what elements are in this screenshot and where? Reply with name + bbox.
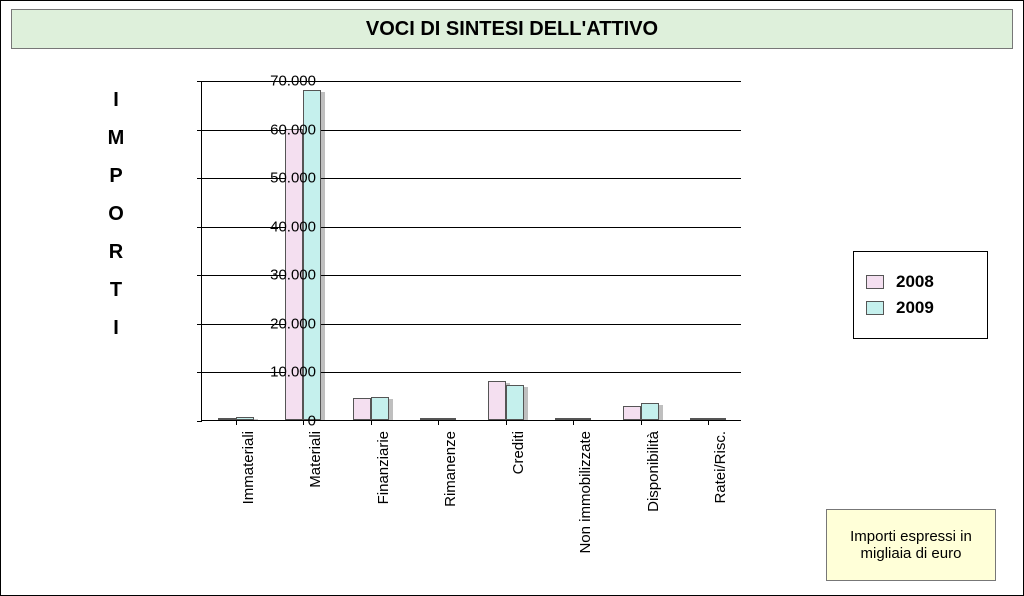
x-category-label: Ratei/Risc. xyxy=(712,431,729,504)
x-tick-mark xyxy=(371,420,372,425)
footnote-text: Importi espressi in migliaia di euro xyxy=(831,528,991,562)
y-tick-label: 30.000 xyxy=(246,267,316,284)
y-axis-title-letter: O xyxy=(106,195,126,233)
y-axis-title-letter: I xyxy=(106,309,126,347)
legend-label: 2009 xyxy=(896,298,934,318)
footnote-box: Importi espressi in migliaia di euro xyxy=(826,509,996,581)
bar xyxy=(218,418,236,420)
y-tick-label: 70.000 xyxy=(246,73,316,90)
x-category-label: Finanziarie xyxy=(375,431,392,504)
x-tick-mark xyxy=(708,420,709,425)
bar-shadow xyxy=(524,387,528,420)
bar xyxy=(420,418,438,420)
y-tick-mark xyxy=(197,227,202,228)
bar-shadow xyxy=(321,92,325,420)
y-tick-mark xyxy=(197,421,202,422)
legend-label: 2008 xyxy=(896,272,934,292)
y-tick-mark xyxy=(197,81,202,82)
y-tick-label: 40.000 xyxy=(246,218,316,235)
chart-title-bar: VOCI DI SINTESI DELL'ATTIVO xyxy=(11,9,1013,49)
bar-shadow xyxy=(659,405,663,420)
legend: 2008 2009 xyxy=(853,251,988,339)
y-tick-label: 50.000 xyxy=(246,170,316,187)
bar xyxy=(623,406,641,420)
x-category-label: Disponibilità xyxy=(645,431,662,512)
bar xyxy=(371,397,389,420)
legend-item: 2008 xyxy=(866,272,975,292)
bar-shadow xyxy=(389,399,393,420)
y-axis-title-letter: P xyxy=(106,157,126,195)
y-axis-title: IMPORTI xyxy=(106,81,126,347)
y-tick-label: 20.000 xyxy=(246,315,316,332)
y-tick-label: 60.000 xyxy=(246,121,316,138)
chart-title: VOCI DI SINTESI DELL'ATTIVO xyxy=(366,18,658,41)
legend-swatch xyxy=(866,301,884,315)
y-axis-title-letter: M xyxy=(106,119,126,157)
chart-container: VOCI DI SINTESI DELL'ATTIVO IMPORTI 010.… xyxy=(0,0,1024,596)
bar xyxy=(555,418,573,420)
y-tick-mark xyxy=(197,324,202,325)
bar xyxy=(690,418,708,420)
x-category-label: Materiali xyxy=(307,431,324,488)
bar xyxy=(353,398,371,420)
y-axis-title-letter: T xyxy=(106,271,126,309)
legend-swatch xyxy=(866,275,884,289)
x-tick-mark xyxy=(438,420,439,425)
x-tick-mark xyxy=(506,420,507,425)
y-tick-mark xyxy=(197,130,202,131)
y-tick-label: 10.000 xyxy=(246,364,316,381)
bar xyxy=(708,418,726,420)
bar xyxy=(488,381,506,420)
y-axis-title-letter: I xyxy=(106,81,126,119)
bar xyxy=(573,418,591,420)
y-tick-label: 0 xyxy=(246,413,316,430)
y-axis-title-letter: R xyxy=(106,233,126,271)
bar xyxy=(438,418,456,420)
x-tick-mark xyxy=(641,420,642,425)
legend-item: 2009 xyxy=(866,298,975,318)
y-tick-mark xyxy=(197,372,202,373)
x-category-label: Non immobilizzate xyxy=(577,431,594,554)
x-tick-mark xyxy=(573,420,574,425)
y-tick-mark xyxy=(197,275,202,276)
y-tick-mark xyxy=(197,178,202,179)
x-category-label: Immateriali xyxy=(240,431,257,504)
bar xyxy=(506,385,524,420)
chart-region: IMPORTI 010.00020.00030.00040.00050.0006… xyxy=(121,71,781,551)
x-category-label: Rimanenze xyxy=(442,431,459,507)
x-tick-mark xyxy=(236,420,237,425)
x-category-label: Crediti xyxy=(510,431,527,474)
bar xyxy=(641,403,659,420)
